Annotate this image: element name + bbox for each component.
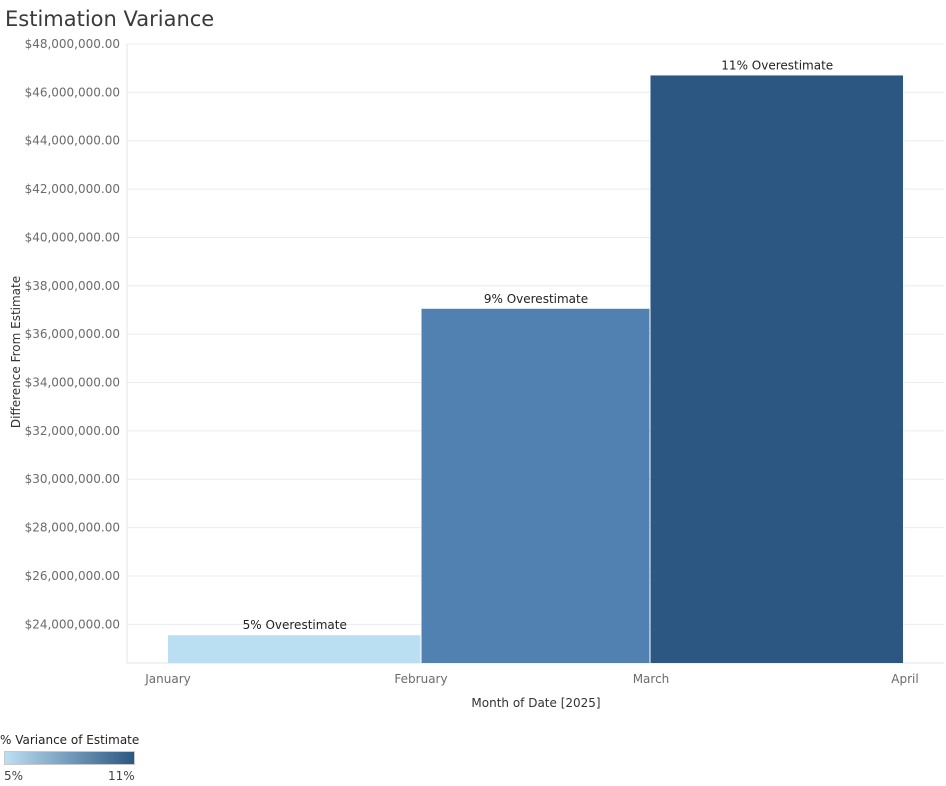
y-tick-label: $26,000,000.00: [25, 569, 120, 583]
legend-max-label: 11%: [108, 769, 135, 783]
x-tick-label-january: January: [144, 672, 191, 686]
chart-title: Estimation Variance: [5, 7, 215, 31]
x-axis-title: Month of Date [2025]: [471, 696, 600, 710]
x-axis-ticks: January February March April: [144, 672, 918, 686]
y-tick-label: $24,000,000.00: [25, 617, 120, 631]
bar-february: [421, 308, 650, 663]
legend-gradient: [4, 751, 135, 765]
data-labels: 5% Overestimate 9% Overestimate 11% Overes…: [243, 58, 834, 632]
x-tick-label-march: March: [633, 672, 670, 686]
data-label-february: 9% Overestimate: [484, 292, 588, 306]
legend-title: % Variance of Estimate: [0, 733, 140, 747]
y-tick-label: $44,000,000.00: [25, 134, 120, 148]
y-tick-label: $32,000,000.00: [25, 424, 120, 438]
y-tick-label: $30,000,000.00: [25, 472, 120, 486]
y-tick-label: $38,000,000.00: [25, 279, 120, 293]
bars: [168, 75, 903, 663]
data-label-january: 5% Overestimate: [243, 618, 347, 632]
data-label-march: 11% Overestimate: [721, 58, 833, 72]
y-tick-label: $48,000,000.00: [25, 37, 120, 51]
y-tick-label: $28,000,000.00: [25, 521, 120, 535]
y-tick-label: $36,000,000.00: [25, 327, 120, 341]
y-tick-label: $40,000,000.00: [25, 230, 120, 244]
y-tick-label: $42,000,000.00: [25, 182, 120, 196]
legend-min-label: 5%: [4, 769, 24, 783]
y-axis-ticks: $24,000,000.00 $26,000,000.00 $28,000,000.…: [25, 37, 120, 631]
y-tick-label: $34,000,000.00: [25, 376, 120, 390]
x-tick-label-april: April: [891, 672, 918, 686]
bar-march: [650, 75, 903, 663]
y-axis-title: Difference From Estimate: [9, 276, 23, 428]
bar-january: [168, 635, 421, 663]
y-tick-label: $46,000,000.00: [25, 85, 120, 99]
x-tick-label-february: February: [394, 672, 447, 686]
